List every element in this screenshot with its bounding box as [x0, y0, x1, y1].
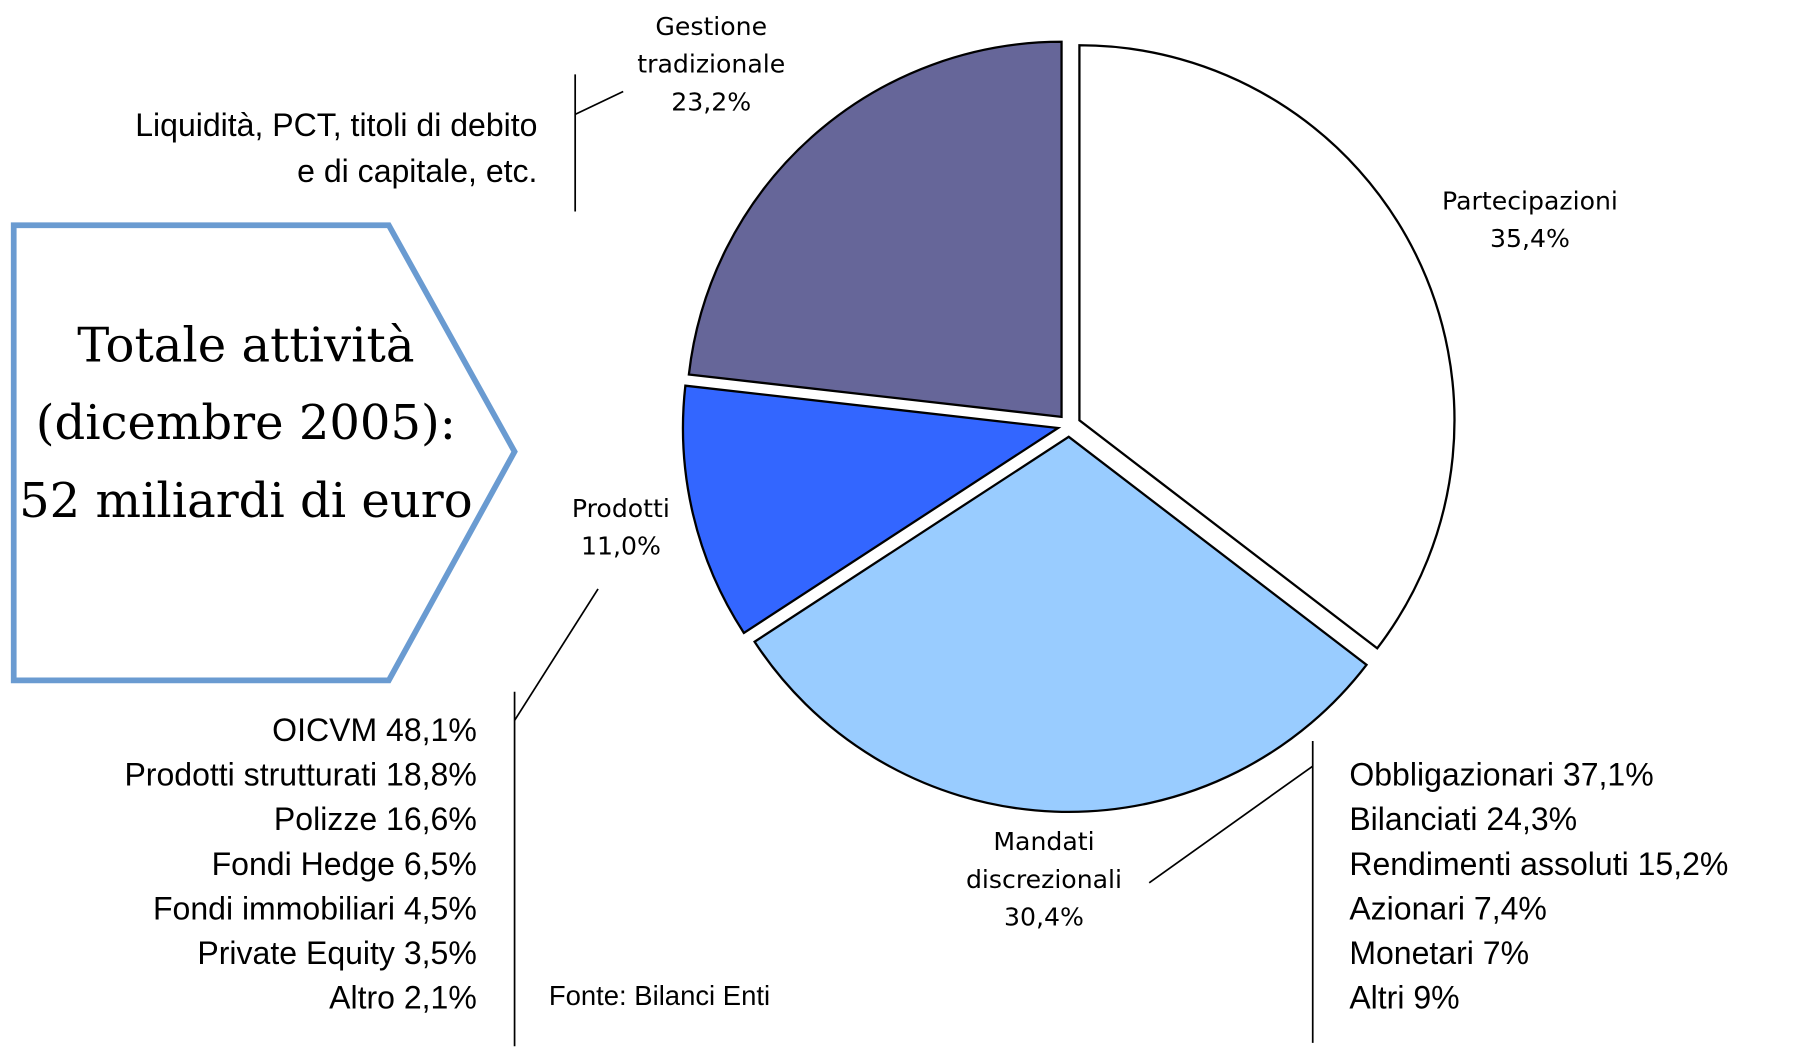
breakdown-row: Polizze 16,6%	[124, 797, 476, 842]
breakdown-name: OICVM	[272, 712, 377, 747]
pie	[683, 42, 1455, 812]
breakdown-value: 7,4%	[1474, 891, 1547, 926]
breakdown-value: 2,1%	[404, 980, 477, 1015]
breakdown-name: Bilanciati	[1349, 802, 1477, 837]
breakdown-value: 9%	[1413, 980, 1459, 1015]
breakdown-row: OICVM 48,1%	[124, 708, 476, 753]
breakdown-name: Fondi Hedge	[212, 846, 395, 881]
breakdown-name: Azionari	[1349, 891, 1465, 926]
slice-name: Partecipazioni	[1433, 183, 1627, 221]
leader-line	[515, 589, 598, 721]
slice-value: 30,4%	[947, 899, 1141, 937]
breakdown-value: 6,5%	[404, 846, 477, 881]
breakdown-value: 24,3%	[1486, 802, 1577, 837]
slice-value: 11,0%	[524, 528, 718, 566]
breakdown-row: Bilanciati 24,3%	[1349, 797, 1728, 842]
breakdown-row: Monetari 7%	[1349, 931, 1728, 976]
breakdown-row: Azionari 7,4%	[1349, 886, 1728, 931]
breakdown-row: Altri 9%	[1349, 975, 1728, 1020]
breakdown-name: Prodotti strutturati	[124, 757, 377, 792]
breakdown-value: 16,6%	[386, 802, 477, 837]
breakdown-name: Altro	[329, 980, 395, 1015]
breakdown-row: Rendimenti assoluti 15,2%	[1349, 842, 1728, 887]
breakdown-value: 18,8%	[386, 757, 477, 792]
breakdown-name: Rendimenti assoluti	[1349, 846, 1628, 881]
breakdown-value: 4,5%	[404, 891, 477, 926]
stage: Totale attività (dicembre 2005): 52 mili…	[0, 0, 1793, 1055]
breakdown-row: Fondi Hedge 6,5%	[124, 842, 476, 887]
slice-name: Mandati discrezionali	[947, 824, 1141, 899]
source: Fonte: Bilanci Enti	[549, 981, 770, 1013]
breakdown-name: Private Equity	[197, 935, 395, 970]
liquidity-note: Liquidità, PCT, titoli di debito e di ca…	[126, 103, 538, 194]
breakdown-row: Altro 2,1%	[124, 975, 476, 1020]
breakdown-name: Altri	[1349, 980, 1404, 1015]
breakdown-row: Prodotti strutturati 18,8%	[124, 752, 476, 797]
slice-value: 23,2%	[614, 84, 808, 122]
breakdown-name: Polizze	[274, 802, 377, 837]
breakdown-name: Obbligazionari	[1349, 757, 1554, 792]
breakdown-row: Private Equity 3,5%	[124, 931, 476, 976]
breakdown-name: Fondi immobiliari	[153, 891, 395, 926]
breakdown-value: 37,1%	[1563, 757, 1654, 792]
slice-name: Gestione tradizionale	[614, 9, 808, 84]
breakdown-value: 48,1%	[386, 712, 477, 747]
total-box-text: Totale attività (dicembre 2005): 52 mili…	[17, 306, 474, 539]
breakdown-row: Fondi immobiliari 4,5%	[124, 886, 476, 931]
breakdown-name: Monetari	[1349, 935, 1474, 970]
product-breakdown: OICVM 48,1%Prodotti strutturati 18,8%Pol…	[124, 708, 476, 1020]
breakdown-value: 15,2%	[1638, 846, 1729, 881]
slice-name: Prodotti	[524, 491, 718, 529]
slice-value: 35,4%	[1433, 221, 1627, 259]
breakdown-value: 7%	[1483, 935, 1529, 970]
mandate-breakdown: Obbligazionari 37,1%Bilanciati 24,3%Rend…	[1349, 752, 1728, 1020]
breakdown-value: 3,5%	[404, 935, 477, 970]
page: {"chart_data": {"type": "pie", "categori…	[0, 0, 1793, 1055]
breakdown-row: Obbligazionari 37,1%	[1349, 752, 1728, 797]
